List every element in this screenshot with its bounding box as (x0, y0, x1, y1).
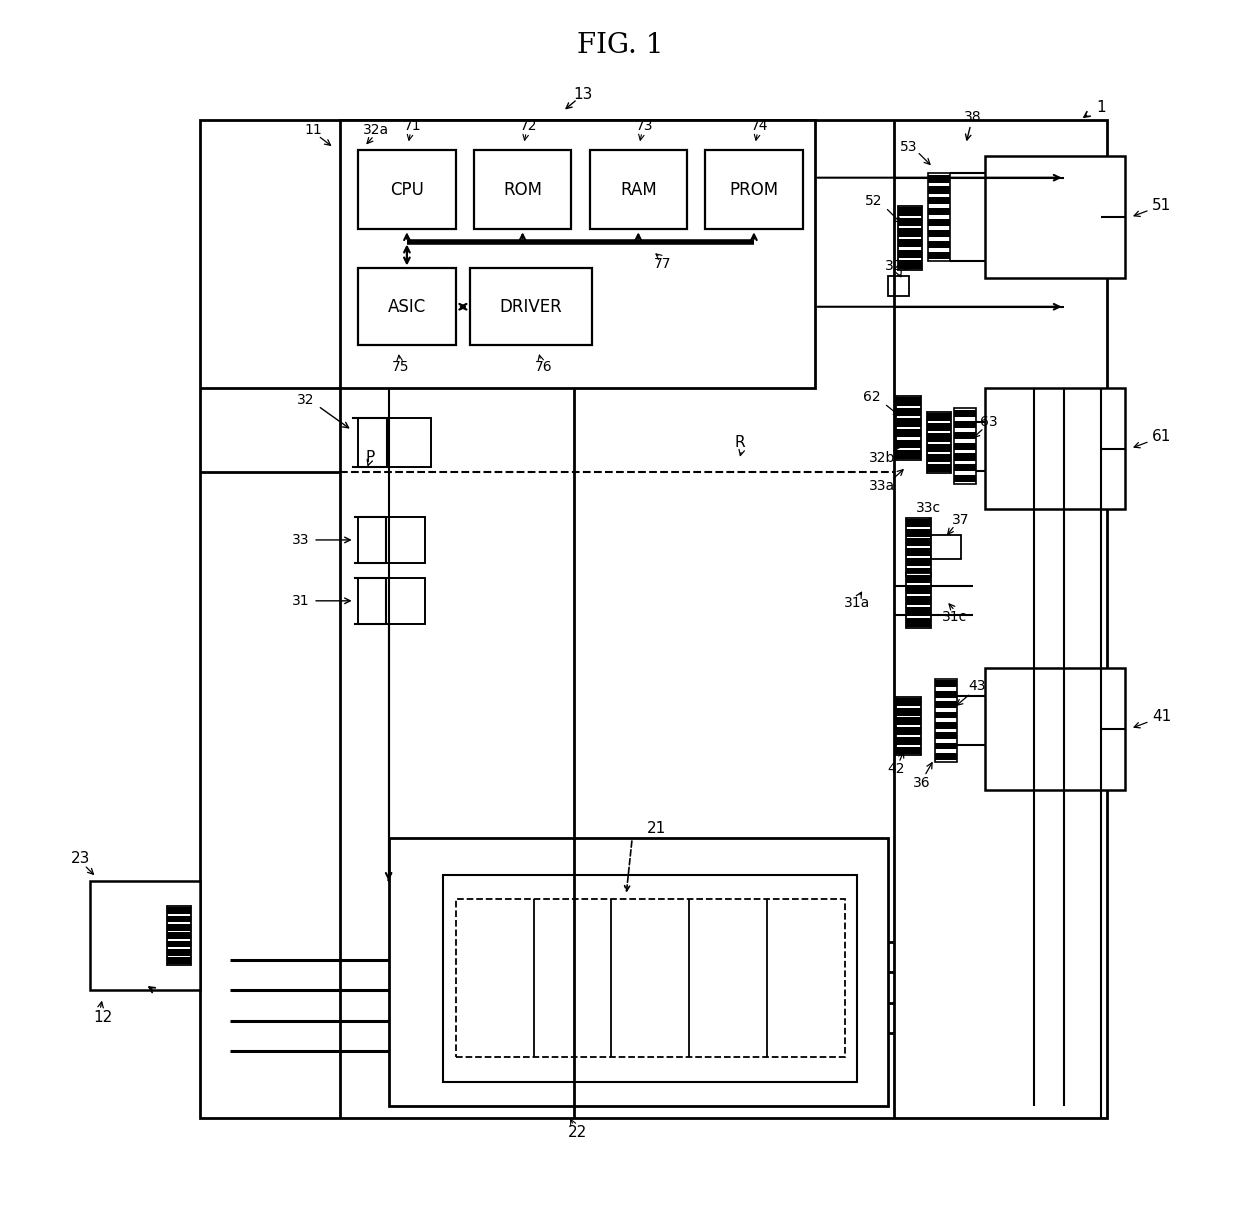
Text: 62: 62 (863, 390, 880, 405)
Text: 32: 32 (298, 392, 315, 407)
Text: FIG. 1: FIG. 1 (577, 32, 663, 59)
Bar (444, 875, 857, 1081)
Text: 77: 77 (653, 256, 671, 271)
Text: 75: 75 (392, 360, 409, 374)
Text: 42: 42 (888, 761, 905, 776)
Text: 37: 37 (952, 514, 970, 527)
Text: 31a: 31a (844, 596, 870, 611)
Text: 32b: 32b (868, 451, 895, 466)
Text: DRIVER: DRIVER (500, 298, 563, 316)
Text: 23: 23 (71, 852, 91, 867)
Bar (906, 574, 930, 628)
Text: 21: 21 (647, 821, 666, 836)
Bar (897, 396, 921, 460)
Text: 41: 41 (1152, 709, 1172, 725)
Bar (91, 881, 200, 991)
Bar (930, 535, 961, 559)
Text: 31: 31 (293, 593, 310, 608)
Text: 38: 38 (965, 110, 982, 124)
Text: 33: 33 (293, 533, 310, 547)
Text: 52: 52 (864, 195, 882, 208)
Bar (898, 206, 923, 270)
Text: 71: 71 (404, 119, 422, 132)
Bar (706, 151, 802, 229)
Bar (928, 173, 950, 261)
Bar (986, 668, 1126, 790)
Bar (358, 577, 425, 624)
Text: 53: 53 (900, 140, 918, 153)
Bar (470, 268, 591, 345)
Bar (897, 698, 921, 755)
Bar (167, 906, 191, 965)
Bar (906, 519, 930, 576)
Text: 72: 72 (520, 119, 537, 132)
Bar (358, 418, 432, 467)
Text: 61: 61 (1152, 429, 1172, 444)
Bar (340, 120, 815, 387)
Text: 74: 74 (751, 119, 769, 132)
Bar (388, 839, 888, 1106)
Text: 11: 11 (304, 123, 322, 136)
Text: 32a: 32a (884, 259, 910, 273)
Bar (954, 408, 976, 484)
Bar (358, 268, 455, 345)
Bar (474, 151, 572, 229)
Bar (455, 899, 846, 1058)
Text: 12: 12 (93, 1010, 112, 1025)
Text: 43: 43 (968, 679, 986, 693)
Bar (926, 412, 951, 473)
Text: 32a: 32a (363, 123, 389, 136)
Text: P: P (366, 450, 374, 465)
Text: ASIC: ASIC (388, 298, 427, 316)
Text: 22: 22 (568, 1125, 587, 1140)
Bar (986, 387, 1126, 510)
Text: 33c: 33c (915, 501, 941, 515)
Bar (200, 120, 1107, 1118)
Text: 31c: 31c (942, 609, 967, 624)
Text: 76: 76 (534, 360, 552, 374)
Text: CPU: CPU (389, 181, 424, 199)
Bar (935, 679, 957, 761)
Text: 73: 73 (636, 119, 653, 132)
Text: 33a: 33a (869, 479, 895, 493)
Text: PROM: PROM (729, 181, 779, 199)
Text: R: R (734, 435, 745, 450)
Text: RAM: RAM (620, 181, 657, 199)
Text: 36: 36 (913, 776, 931, 791)
Bar (358, 151, 455, 229)
Bar (888, 276, 909, 297)
Text: 1: 1 (1096, 101, 1106, 115)
Text: 13: 13 (574, 87, 593, 102)
Bar (358, 517, 425, 563)
Bar (589, 151, 687, 229)
Text: 51: 51 (1152, 197, 1172, 212)
Bar (986, 157, 1126, 278)
Text: ROM: ROM (503, 181, 542, 199)
Text: 63: 63 (980, 414, 998, 429)
